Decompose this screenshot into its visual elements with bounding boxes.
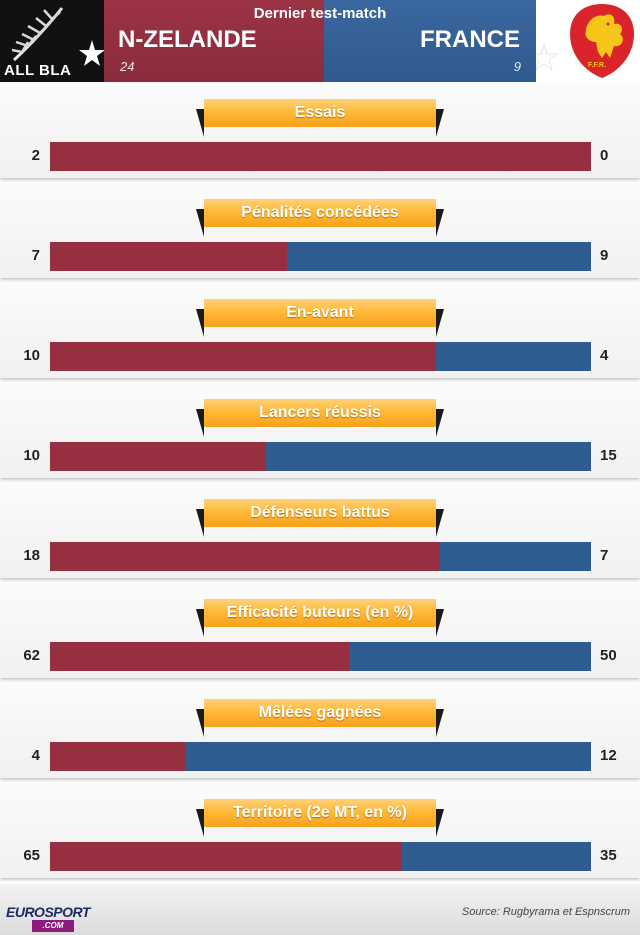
- home-value: 62: [23, 647, 40, 664]
- home-value: 7: [31, 247, 40, 264]
- away-bar: [50, 142, 591, 171]
- stat-label: Essais: [196, 99, 444, 137]
- match-title: Dernier test-match: [253, 5, 387, 22]
- away-bar: [50, 742, 591, 771]
- all-blacks-logo-text: ALL BLA: [4, 62, 72, 79]
- stat-row: Lancers réussis 10 15: [0, 382, 640, 478]
- stat-row: Défenseurs battus 18 7: [0, 482, 640, 578]
- home-bar: [50, 342, 436, 371]
- away-panel: [324, 0, 536, 82]
- stat-label: En-avant: [196, 299, 444, 337]
- stat-label: Pénalités concédées: [196, 199, 444, 237]
- home-bar: [50, 142, 591, 171]
- stat-row: Pénalités concédées 7 9: [0, 182, 640, 278]
- home-value: 10: [23, 447, 40, 464]
- source-note: Source: Rugbyrama et Espnscrum: [461, 906, 630, 918]
- star-icon: [536, 43, 558, 71]
- away-bar: [50, 342, 591, 371]
- rooster-icon: [536, 4, 634, 78]
- ffr-logo: F.F.R.: [536, 0, 640, 82]
- home-team-score: 24: [120, 59, 135, 74]
- eurosport-logo-text: EUROSPORT: [6, 904, 90, 920]
- home-value: 10: [23, 347, 40, 364]
- away-bar: [50, 842, 591, 871]
- away-value: 4: [600, 347, 609, 364]
- away-team-score: 9: [513, 59, 521, 74]
- home-bar: [50, 642, 349, 671]
- stat-row: Mêlées gagnées 4 12: [0, 682, 640, 778]
- star-icon: [79, 40, 104, 66]
- stat-label: Efficacité buteurs (en %): [196, 599, 444, 637]
- away-value: 35: [600, 847, 617, 864]
- away-bar: [50, 542, 591, 571]
- silver-fern-icon: [11, 7, 104, 66]
- footer: EUROSPORT .COM Source: Rugbyrama et Espn…: [0, 884, 640, 935]
- away-bar: [50, 442, 591, 471]
- eurosport-logo-suffix: .COM: [32, 920, 74, 932]
- home-bar: [50, 542, 440, 571]
- eurosport-logo: EUROSPORT .COM: [6, 894, 90, 932]
- home-value: 2: [31, 147, 40, 164]
- home-value: 4: [31, 747, 40, 764]
- stat-label: Territoire (2e MT, en %): [196, 799, 444, 837]
- home-panel: [104, 0, 324, 82]
- away-team-name: FRANCE: [420, 26, 520, 53]
- away-value: 0: [600, 147, 609, 164]
- away-value: 15: [600, 447, 617, 464]
- stat-label: Lancers réussis: [196, 399, 444, 437]
- home-bar: [50, 742, 185, 771]
- away-bar: [50, 242, 591, 271]
- home-bar: [50, 242, 287, 271]
- away-bar: [50, 642, 591, 671]
- home-team-name: N-ZELANDE: [118, 26, 257, 53]
- away-value: 7: [600, 547, 609, 564]
- home-value: 18: [23, 547, 40, 564]
- away-value: 50: [600, 647, 617, 664]
- stat-row: Efficacité buteurs (en %) 62 50: [0, 582, 640, 678]
- home-bar: [50, 442, 266, 471]
- away-value: 9: [600, 247, 609, 264]
- stat-label: Mêlées gagnées: [196, 699, 444, 737]
- all-blacks-logo: ALL BLA: [0, 0, 104, 82]
- stat-row: Essais 2 0: [0, 82, 640, 178]
- home-value: 65: [23, 847, 40, 864]
- stat-label: Défenseurs battus: [196, 499, 444, 537]
- ffr-logo-text: F.F.R.: [588, 62, 606, 69]
- stat-row: En-avant 10 4: [0, 282, 640, 378]
- stat-row: Territoire (2e MT, en %) 65 35: [0, 782, 640, 878]
- home-bar: [50, 842, 402, 871]
- header: ALL BLA F.F.R. Dernier test-match N-ZELA…: [0, 0, 640, 82]
- away-value: 12: [600, 747, 617, 764]
